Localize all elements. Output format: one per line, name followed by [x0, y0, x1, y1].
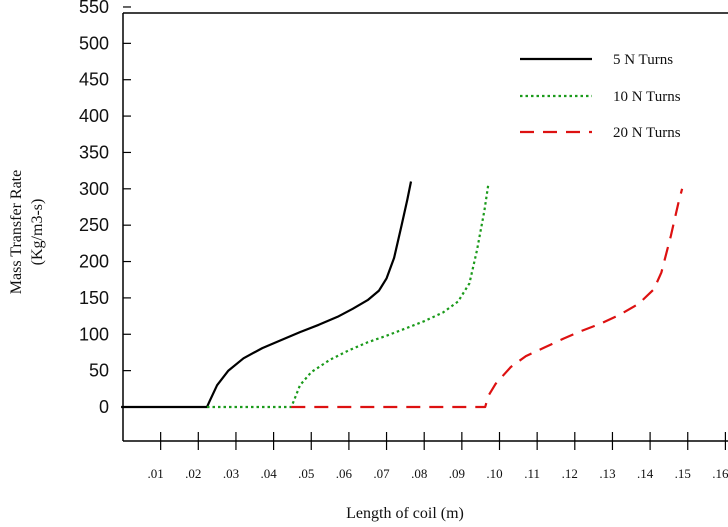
y-axis-title-line1: Mass Transfer Rate: [8, 170, 25, 294]
x-axis-ticks: .01 .02 .03 .04 .05 .06 .07 .08 .09 .10 .11 .12 .13.…: [148, 432, 728, 481]
series-line-2: [207, 185, 490, 409]
y-axis-title-line2: (Kg/m3-s): [29, 199, 46, 266]
x-tick-label: .12: [562, 466, 578, 481]
plot-frame: [122, 12, 728, 442]
x-tick-label: .13: [599, 466, 615, 481]
y-tick-label: 450: [79, 70, 109, 90]
legend-label-3: 20 N Turns: [613, 125, 681, 141]
x-tick-label: .16: [712, 466, 728, 481]
x-tick-label: .05: [298, 466, 314, 481]
legend-label-2: 10 N Turns: [613, 89, 681, 105]
x-tick-label: .04: [260, 466, 277, 481]
y-tick-label: 350: [79, 142, 109, 162]
y-tick-label: 0: [99, 397, 109, 417]
x-tick-label: .10: [486, 466, 502, 481]
data-series: [121, 181, 684, 409]
series-line-1: [121, 181, 413, 409]
x-tick-label: .11: [524, 466, 540, 481]
legend: 5 N Turns 10 N Turns 20 N Turns: [520, 52, 681, 141]
x-tick-label: .03: [223, 466, 239, 481]
x-axis-title: Length of coil (m): [346, 505, 464, 522]
y-tick-label: 300: [79, 179, 109, 199]
x-tick-label: .02: [185, 466, 201, 481]
y-tick-label: 500: [79, 33, 109, 53]
x-tick-label: .09: [449, 466, 465, 481]
x-tick-label: .01: [148, 466, 164, 481]
x-tick-label: .06: [336, 466, 353, 481]
y-axis-ticks: 0 50 100 150 200 250 300 350 400 450 500 550: [79, 0, 131, 417]
legend-label-1: 5 N Turns: [613, 52, 673, 68]
y-tick-label: 550: [79, 0, 109, 17]
series-line-3: [291, 188, 684, 409]
y-tick-label: 100: [79, 324, 109, 344]
y-tick-label: 200: [79, 252, 109, 272]
y-tick-label: 250: [79, 215, 109, 235]
x-tick-label: .07: [373, 466, 390, 481]
y-tick-label: 50: [89, 361, 109, 381]
x-tick-label: .15: [675, 466, 691, 481]
x-tick-label: .14: [637, 466, 654, 481]
y-tick-label: 150: [79, 288, 109, 308]
x-tick-label: .08: [411, 466, 427, 481]
y-tick-label: 400: [79, 106, 109, 126]
